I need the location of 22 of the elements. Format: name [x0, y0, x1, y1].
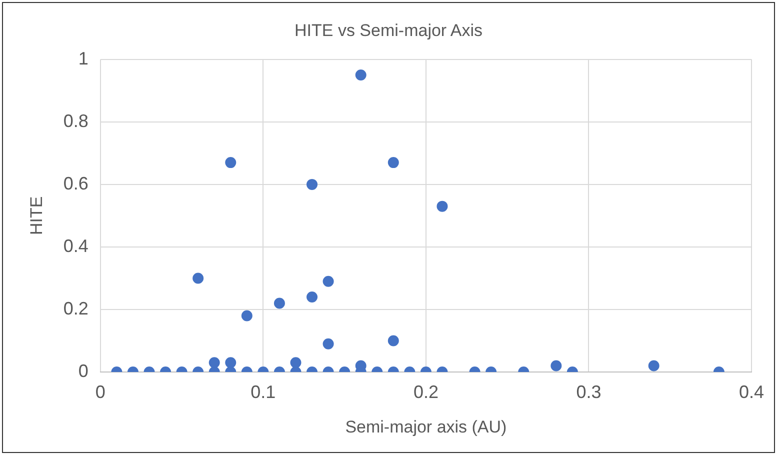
x-axis-title: Semi-major axis (AU)	[345, 417, 507, 436]
y-tick-label: 0.8	[63, 110, 88, 131]
y-axis-title: HITE	[26, 196, 46, 236]
y-tick-label: 0.6	[63, 173, 88, 194]
y-tick-label: 0	[78, 360, 88, 381]
point	[355, 70, 366, 81]
chart-title: HITE vs Semi-major Axis	[294, 20, 482, 40]
x-tick-label: 0	[95, 382, 106, 402]
x-tick-label: 0.2	[413, 382, 438, 402]
x-tick-label: 0.1	[250, 382, 276, 402]
x-tick-label: 0.3	[576, 382, 602, 402]
y-tick-label: 1	[78, 48, 88, 68]
x-tick-label: 0.4	[738, 382, 764, 402]
point	[306, 291, 318, 302]
point	[388, 157, 399, 168]
point	[192, 272, 204, 284]
point	[436, 200, 448, 212]
y-tick-label: 0.4	[63, 236, 88, 256]
point	[306, 178, 318, 190]
point	[322, 276, 334, 287]
y-tick-label: 0.2	[63, 298, 88, 318]
point	[225, 157, 236, 168]
